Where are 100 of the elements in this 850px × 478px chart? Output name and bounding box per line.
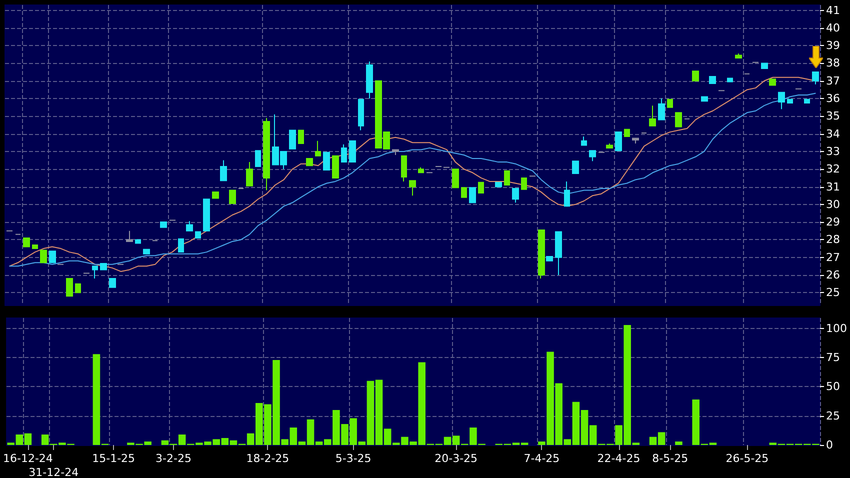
y-tick-label: 30 <box>826 198 840 211</box>
candlestick <box>298 130 304 144</box>
candlestick <box>692 70 699 82</box>
candlestick <box>701 96 708 102</box>
candlestick <box>589 150 596 162</box>
candlestick <box>649 105 656 126</box>
candlestick <box>255 150 261 167</box>
x-tick-label: 31-12-24 <box>28 466 79 478</box>
candlestick <box>143 248 150 254</box>
candlestick <box>804 98 810 104</box>
y-tick-label: 25 <box>826 286 840 300</box>
y-tick-label: 26 <box>826 268 840 282</box>
candlestick <box>100 263 107 270</box>
candlestick <box>135 239 141 244</box>
candlestick <box>581 136 587 146</box>
y-tick-label: 32 <box>826 162 840 176</box>
candlestick <box>160 222 167 228</box>
candlestick <box>418 166 424 174</box>
candlestick <box>409 180 416 196</box>
candlestick <box>564 180 570 207</box>
candlestick <box>341 144 347 163</box>
candlestick <box>769 78 776 86</box>
x-tick-label: 5-3-25 <box>335 452 372 465</box>
candlestick <box>229 190 236 204</box>
candlestick <box>246 162 253 186</box>
candlestick <box>195 231 201 238</box>
bar <box>675 442 682 445</box>
candlestick <box>478 182 484 194</box>
candlestick <box>761 62 768 70</box>
candlestick <box>212 192 219 199</box>
candlestick <box>555 231 562 276</box>
candlestick <box>109 278 116 288</box>
candlestick <box>66 278 73 297</box>
x-tick-label: 3-2-25 <box>156 452 192 465</box>
y-tick-label: 29 <box>826 216 840 229</box>
candlestick <box>220 160 227 182</box>
y-tick-label: 33 <box>826 144 840 158</box>
y-tick-label: 75 <box>826 351 840 364</box>
candlestick <box>675 112 682 128</box>
candlestick <box>92 266 98 280</box>
candlestick <box>787 98 793 104</box>
candlestick <box>401 155 407 182</box>
candlestick <box>40 250 47 264</box>
y-tick-label: 50 <box>826 380 840 394</box>
candlestick <box>504 170 510 186</box>
y-tick-label: 35 <box>826 110 840 123</box>
x-tick-label: 18-2-25 <box>246 452 290 465</box>
y-tick-label: 100 <box>826 322 847 335</box>
candlestick <box>32 244 38 250</box>
candlestick <box>452 168 459 188</box>
x-tick-label: 15-1-25 <box>92 452 136 465</box>
y-tick-label: 40 <box>826 21 840 34</box>
candlestick <box>615 132 622 152</box>
candlestick <box>186 220 193 232</box>
y-tick-label: 34 <box>826 127 840 140</box>
candlestick <box>126 230 133 242</box>
candlestick <box>461 187 467 198</box>
candlestick <box>332 155 339 178</box>
candlestick <box>727 78 733 82</box>
y-tick-label: 25 <box>826 409 840 422</box>
candlestick <box>606 143 613 148</box>
y-tick-label: 39 <box>826 39 840 52</box>
candlestick <box>546 256 553 262</box>
candlestick <box>495 182 502 188</box>
candlestick <box>624 128 630 137</box>
x-tick-label: 20-3-25 <box>434 452 478 465</box>
candlestick <box>658 98 665 120</box>
candlestick <box>203 198 210 232</box>
candlestick <box>75 283 81 294</box>
candlestick <box>49 250 56 264</box>
candlestick <box>323 152 330 170</box>
candlestick <box>512 188 519 204</box>
candlestick <box>632 138 639 144</box>
candlestick <box>709 76 716 84</box>
candlestick <box>392 149 399 156</box>
x-tick-label: 16-12-24 <box>2 452 53 465</box>
y-tick-label: 31 <box>826 180 840 194</box>
candlestick <box>778 92 785 110</box>
y-tick-label: 0 <box>826 438 833 452</box>
candlestick <box>538 230 545 280</box>
x-tick-label: 26-5-25 <box>726 452 769 465</box>
candlestick <box>667 98 673 108</box>
candlestick <box>306 158 313 166</box>
y-tick-label: 36 <box>826 92 840 106</box>
candlestick <box>178 238 184 253</box>
candlestick <box>572 160 579 174</box>
candlestick <box>812 72 819 85</box>
candlestick <box>23 237 30 248</box>
candlestick <box>735 53 742 58</box>
y-tick-label: 27 <box>826 250 840 264</box>
x-tick-label: 22-4-25 <box>597 452 640 465</box>
y-tick-label: 28 <box>826 233 840 246</box>
candlestick <box>469 187 476 204</box>
candlestick <box>263 117 270 191</box>
candlestick <box>289 130 296 150</box>
x-tick-label: 8-5-25 <box>652 452 688 465</box>
candlestick <box>315 140 321 156</box>
candlestick <box>349 140 356 163</box>
y-tick-label: 38 <box>826 56 840 70</box>
y-tick-label: 41 <box>826 4 840 17</box>
